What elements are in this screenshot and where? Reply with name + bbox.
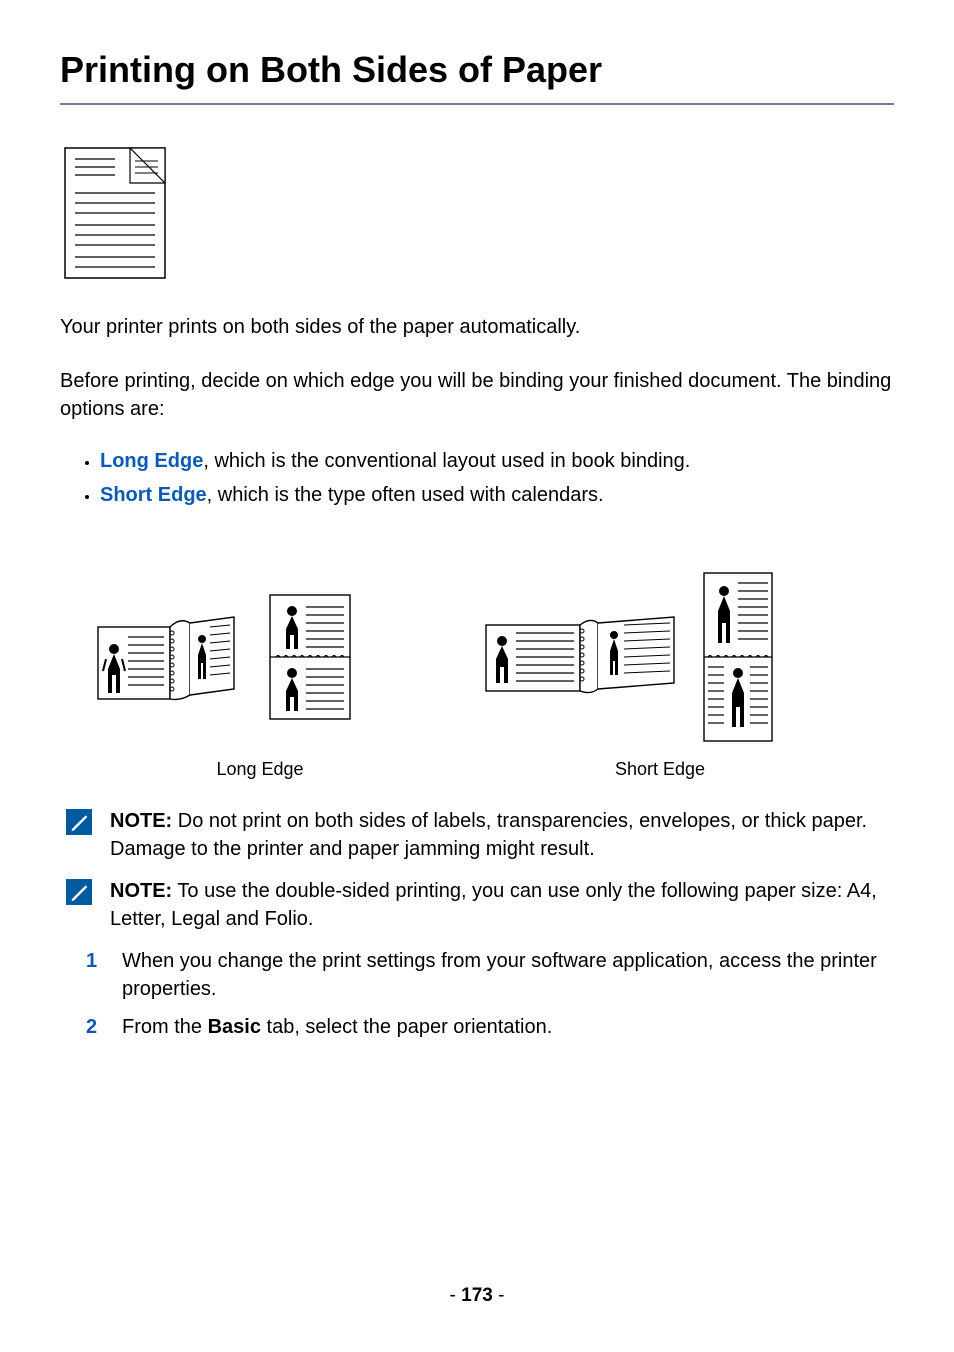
- short-edge-desc: , which is the type often used with cale…: [207, 484, 604, 506]
- note-text-1: Do not print on both sides of labels, tr…: [110, 810, 867, 860]
- short-edge-diagrams: [480, 567, 778, 747]
- short-edge-landscape-icon: [480, 607, 680, 707]
- short-edge-label: Short Edge: [100, 484, 207, 506]
- page-prefix: -: [450, 1285, 462, 1306]
- intro-1: Your printer prints on both sides of the…: [60, 313, 894, 341]
- page-num: 173: [461, 1285, 493, 1306]
- list-item: Long Edge, which is the conventional lay…: [100, 447, 894, 475]
- step-2-a: From the: [122, 1016, 208, 1038]
- binding-diagrams: [60, 567, 894, 747]
- step-2-bold: Basic: [208, 1016, 261, 1038]
- diagram-captions: Long Edge Short Edge: [60, 757, 894, 782]
- page-title: Printing on Both Sides of Paper: [60, 45, 894, 95]
- caption-short-edge: Short Edge: [460, 757, 860, 782]
- step-2: From the Basic tab, select the paper ori…: [86, 1013, 894, 1041]
- binding-options-list: Long Edge, which is the conventional lay…: [100, 447, 894, 509]
- long-edge-portrait-icon: [260, 587, 360, 727]
- step-1: When you change the print settings from …: [86, 947, 894, 1003]
- page-suffix: -: [493, 1285, 505, 1306]
- step-2-c: tab, select the paper orientation.: [261, 1016, 552, 1038]
- caption-long-edge: Long Edge: [60, 757, 460, 782]
- intro-2: Before printing, decide on which edge yo…: [60, 367, 894, 423]
- long-edge-desc: , which is the conventional layout used …: [203, 450, 690, 472]
- long-edge-label: Long Edge: [100, 450, 203, 472]
- title-rule: [60, 103, 894, 105]
- note-text-2: To use the double-sided printing, you ca…: [110, 880, 877, 930]
- short-edge-portrait-icon: [698, 567, 778, 747]
- note-icon: [66, 879, 92, 905]
- note-icon: [66, 809, 92, 835]
- long-edge-diagrams: [94, 567, 360, 747]
- note-2: NOTE: To use the double-sided printing, …: [60, 877, 894, 933]
- note-label: NOTE:: [110, 880, 172, 902]
- duplex-page-icon: [60, 143, 894, 291]
- page-number: - 173 -: [0, 1283, 954, 1310]
- long-edge-landscape-icon: [94, 597, 242, 717]
- list-item: Short Edge, which is the type often used…: [100, 481, 894, 509]
- note-label: NOTE:: [110, 810, 172, 832]
- note-1: NOTE: Do not print on both sides of labe…: [60, 807, 894, 863]
- steps-list: When you change the print settings from …: [60, 947, 894, 1041]
